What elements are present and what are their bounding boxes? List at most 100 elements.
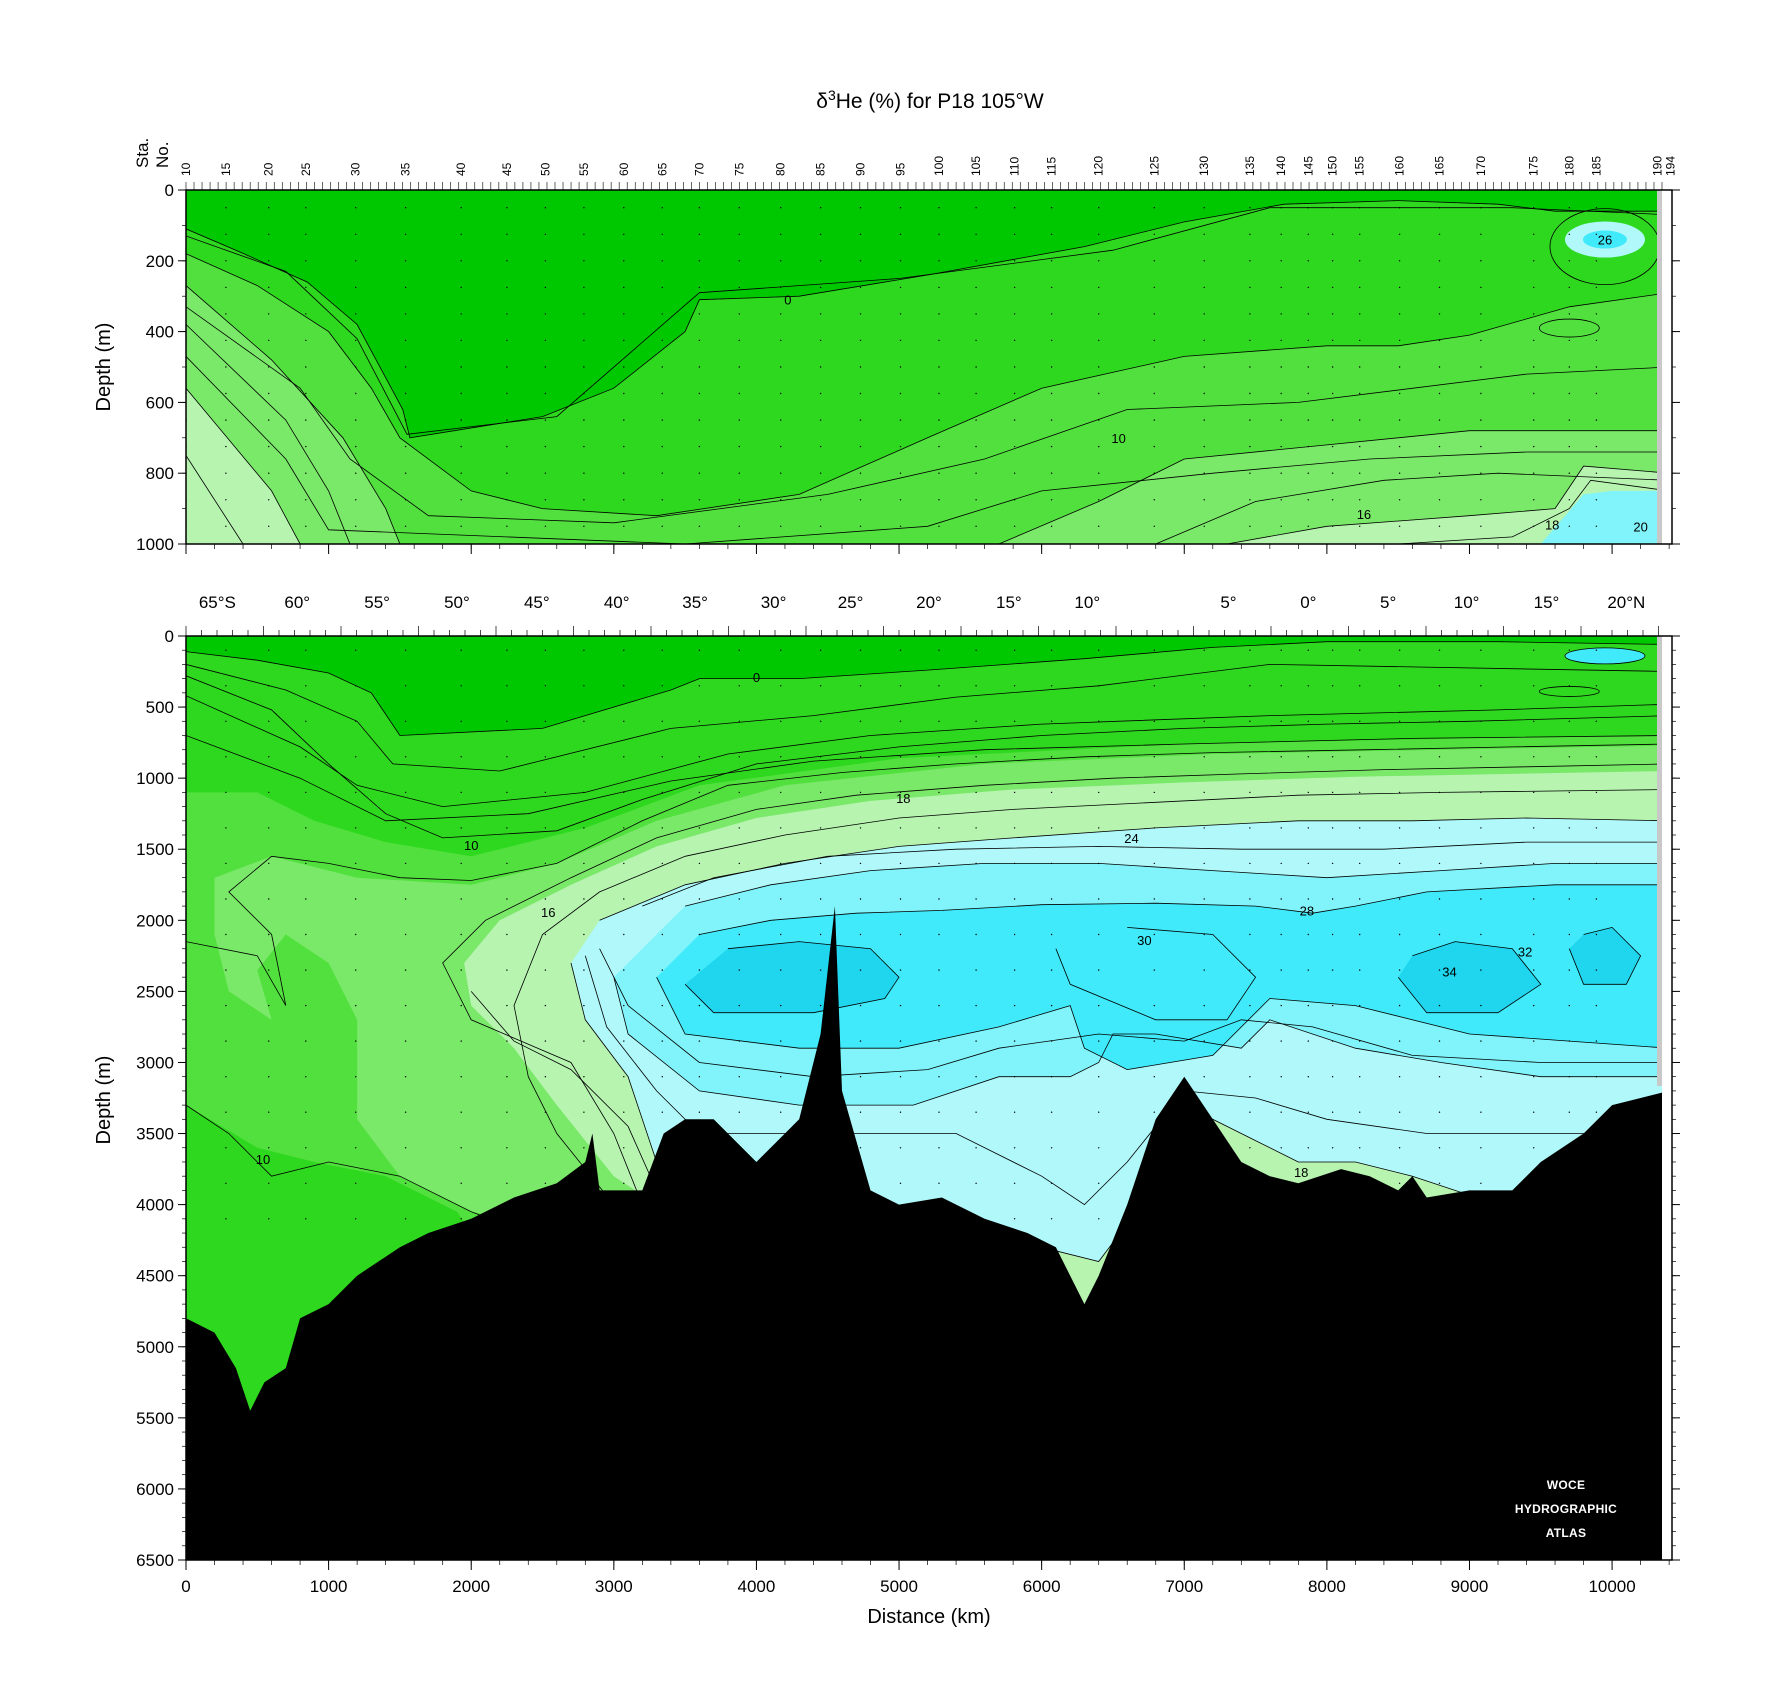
lower-sample-dot — [1331, 649, 1334, 651]
lower-sample-dot — [583, 649, 585, 651]
station-label: 175 — [1527, 156, 1541, 176]
lower-sample-dot — [1013, 685, 1016, 687]
lower-sample-dot — [1438, 649, 1441, 651]
upper-sample-dot — [1359, 445, 1361, 448]
upper-sample-dot — [780, 392, 782, 395]
lower-sample-dot — [1203, 685, 1205, 687]
lower-sample-dot — [899, 1004, 902, 1007]
upper-sample-dot — [268, 233, 270, 235]
lower-sample-dot — [544, 649, 547, 651]
upper-contour-5 — [186, 455, 1662, 544]
upper-sample-dot — [1398, 445, 1401, 448]
lower-y-tick-label: 4500 — [136, 1267, 174, 1286]
upper-sample-dot — [1098, 260, 1100, 262]
upper-contour-label: 20 — [1633, 519, 1647, 534]
lower-sample-dot — [460, 756, 462, 758]
upper-sample-dot — [1438, 233, 1441, 235]
latitude-label: 50° — [444, 593, 470, 612]
lower-sample-dot — [1595, 898, 1598, 900]
lower-sample-dot — [544, 969, 547, 971]
station-label: 105 — [969, 156, 983, 176]
upper-sample-dot — [1533, 472, 1535, 474]
upper-sample-dot — [1670, 446, 1671, 447]
lower-sample-dot — [355, 827, 357, 829]
lower-sample-dot — [1533, 1040, 1535, 1042]
lower-sample-dot — [938, 1076, 940, 1078]
upper-sample-dot — [1050, 499, 1053, 501]
upper-sample-dot — [1098, 207, 1100, 209]
station-label: 180 — [1562, 156, 1576, 176]
lower-sample-dot — [698, 649, 701, 651]
lower-sample-dot — [1670, 1147, 1671, 1148]
lower-sample-dot — [859, 791, 862, 794]
lower-sample-dot — [1307, 1147, 1310, 1149]
lower-sample-dot — [1533, 685, 1535, 687]
lower-sample-dot — [1013, 898, 1016, 900]
lower-sample-dot — [1595, 791, 1598, 794]
lower-sample-dot — [1568, 969, 1571, 971]
latitude-label: 35° — [682, 593, 708, 612]
lower-sample-dot — [268, 1004, 270, 1007]
lower-sample-dot — [698, 756, 701, 758]
lower-sample-dot — [698, 1076, 701, 1078]
lower-sample-dot — [1480, 1147, 1482, 1149]
lower-sample-dot — [899, 862, 902, 865]
upper-sample-dot — [1098, 286, 1100, 289]
upper-sample-dot — [1670, 287, 1671, 288]
lower-sample-dot — [1331, 1111, 1334, 1113]
lower-sample-dot — [1307, 969, 1310, 971]
upper-sample-dot — [738, 313, 740, 315]
lower-sample-dot — [661, 969, 663, 971]
upper-sample-dot — [1050, 366, 1053, 368]
lower-sample-dot — [355, 649, 357, 651]
lower-sample-dot — [404, 898, 407, 900]
upper-sample-dot — [583, 286, 585, 289]
x-tick-label: 6000 — [1023, 1577, 1061, 1596]
upper-color-bands — [186, 190, 1662, 544]
upper-y-axis-title: Depth (m) — [93, 323, 115, 412]
upper-sample-dot — [1280, 260, 1282, 262]
lower-sample-dot — [404, 1076, 407, 1078]
upper-sample-dot — [975, 313, 977, 315]
upper-sample-dot — [1280, 313, 1282, 315]
upper-sample-dot — [544, 499, 547, 501]
upper-sample-dot — [268, 499, 270, 501]
lower-sample-dot — [1013, 1147, 1016, 1149]
upper-sample-dot — [819, 472, 822, 474]
upper-sample-dot — [583, 233, 585, 235]
latitude-label: 10° — [1074, 593, 1100, 612]
lower-sample-dot — [1398, 1111, 1401, 1113]
lower-sample-dot — [1438, 1182, 1441, 1185]
upper-sample-dot — [819, 366, 822, 368]
lower-contour-12 — [186, 695, 1662, 808]
upper-sample-dot — [1153, 419, 1156, 421]
upper-sample-dot — [1153, 260, 1156, 262]
upper-sample-dot — [975, 392, 977, 395]
upper-sample-dot — [460, 286, 462, 289]
upper-sample-dot — [1153, 525, 1156, 527]
upper-sample-dot — [404, 392, 407, 395]
lower-sample-dot — [1533, 756, 1535, 758]
upper-sample-dot — [1050, 339, 1053, 342]
lower-sample-dot — [975, 969, 977, 971]
upper-sample-dot — [899, 392, 902, 395]
lower-sample-dot — [1398, 720, 1401, 722]
x-axis-title: Distance (km) — [867, 1606, 990, 1628]
lower-sample-dot — [938, 969, 940, 971]
lower-sample-dot — [1568, 791, 1571, 794]
lower-missing-strip — [1657, 636, 1662, 1086]
lower-sample-dot — [859, 1147, 862, 1149]
lower-y-tick-label: 1500 — [136, 840, 174, 859]
upper-sample-dot — [460, 419, 462, 421]
station-label: 90 — [854, 162, 868, 176]
lower-sample-dot — [544, 1182, 547, 1185]
upper-sample-dot — [1098, 233, 1100, 235]
upper-sample-dot — [859, 419, 862, 421]
upper-sample-dot — [268, 207, 270, 209]
lower-sample-dot — [404, 969, 407, 971]
upper-sample-dot — [1249, 286, 1251, 289]
lower-sample-dot — [1098, 1076, 1100, 1078]
upper-sample-dot — [225, 445, 227, 448]
upper-sample-dot — [1050, 419, 1053, 421]
upper-sample-dot — [1480, 233, 1482, 235]
